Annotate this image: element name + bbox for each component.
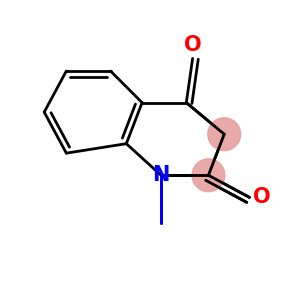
Text: O: O [253,188,271,207]
Circle shape [208,118,241,151]
Text: N: N [152,165,170,185]
Circle shape [192,159,225,192]
Text: O: O [184,34,201,55]
